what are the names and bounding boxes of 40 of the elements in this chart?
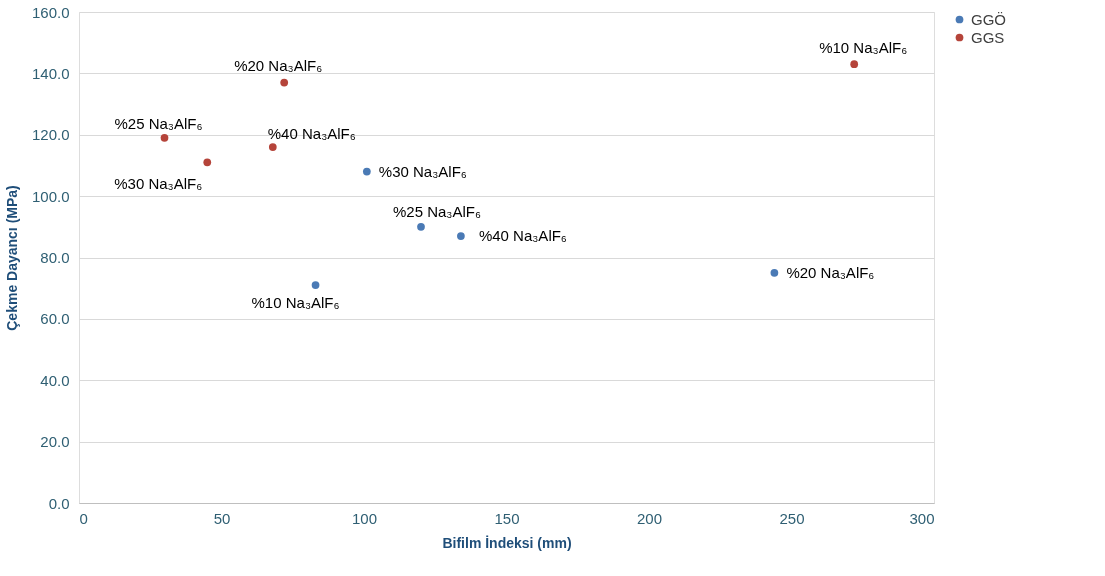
x-tick-label: 150 (494, 509, 520, 527)
x-tick-label: 50 (213, 509, 231, 527)
annotation: %20 Na₃AlF₆ (234, 56, 323, 74)
point (417, 222, 425, 231)
point (362, 167, 371, 176)
legend-label: GGS (971, 28, 1005, 46)
y-tick-label: 120.0 (31, 126, 70, 144)
y-tick-label: 100.0 (31, 187, 70, 205)
annotation: %25 Na₃AlF₆ (114, 114, 203, 132)
y-tick-label: 80.0 (40, 249, 70, 266)
y-tick-label: 140.0 (31, 64, 70, 82)
point (203, 158, 212, 167)
y-tick-label: 20.0 (40, 433, 70, 451)
x-tick-label: 200 (636, 509, 663, 527)
x-tick-label: 300 (909, 509, 935, 527)
y-tick-label: 40.0 (40, 371, 70, 389)
annotation: %30 Na₃AlF₆ (114, 175, 203, 193)
y-axis-title: Çekme Dayancı (MPa) (3, 185, 20, 331)
point (770, 268, 779, 277)
point (268, 143, 277, 151)
point (280, 78, 289, 87)
point (850, 60, 859, 69)
annotation: %30 Na₃AlF₆ (378, 162, 467, 180)
x-tick-label: 250 (779, 509, 805, 527)
annotation: %20 Na₃AlF₆ (786, 263, 875, 281)
point (160, 133, 169, 142)
annotation: %10 Na₃AlF₆ (819, 39, 908, 57)
x-tick-label: 100 (351, 509, 378, 527)
annotation: %10 Na₃AlF₆ (251, 294, 340, 312)
legend-label: GGÖ (971, 10, 1007, 28)
point (457, 232, 465, 240)
point (311, 281, 320, 289)
y-tick-label: 160.0 (31, 3, 70, 21)
x-tick-label: 0 (79, 509, 88, 527)
annotation: %25 Na₃AlF₆ (392, 202, 482, 220)
y-tick-label: 60.0 (40, 310, 70, 328)
y-tick-label: 0.0 (48, 494, 70, 512)
x-axis-title: Bifilm İndeksi (mm) (442, 534, 572, 551)
annotation: %40 Na₃AlF₆ (478, 227, 567, 245)
annotation: %40 Na₃AlF₆ (267, 125, 356, 143)
